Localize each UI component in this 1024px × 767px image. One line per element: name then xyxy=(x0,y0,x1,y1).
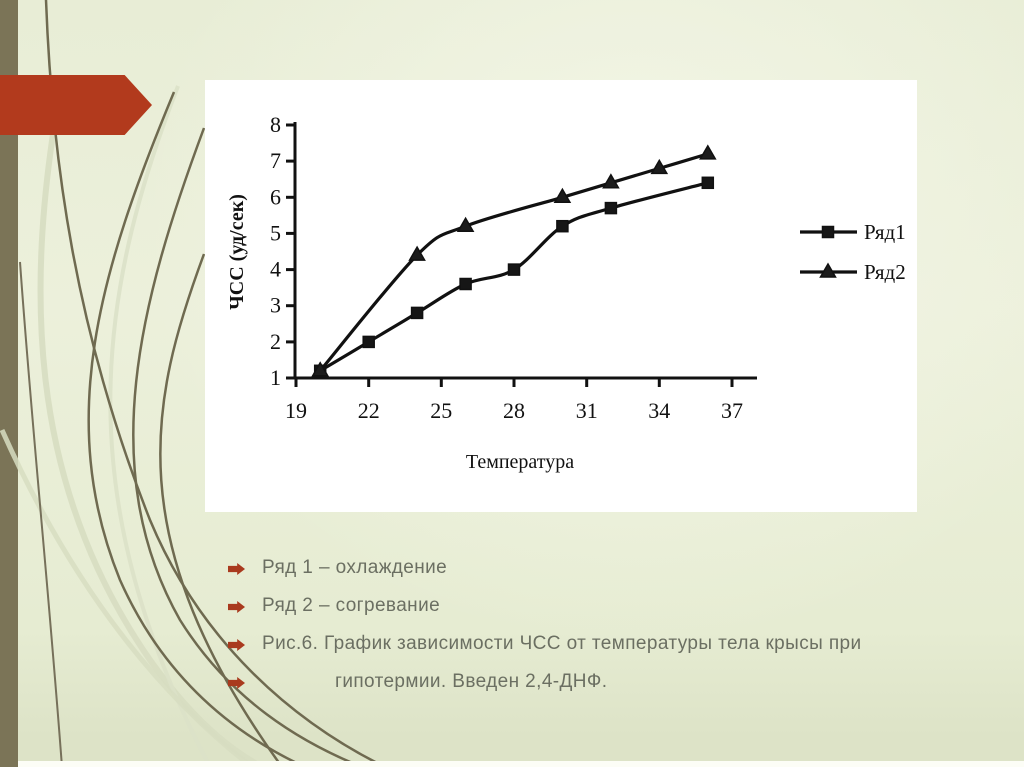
x-tick-label: 19 xyxy=(285,398,307,423)
bullet-label: Рис.6. График зависимости ЧСС от темпера… xyxy=(262,633,862,654)
series-Ряд2 xyxy=(311,144,717,377)
x-tick-label: 25 xyxy=(430,398,452,423)
data-point-square-marker xyxy=(604,201,618,215)
tick-marks xyxy=(286,123,734,387)
data-point-triangle-marker xyxy=(650,158,669,175)
x-axis-title: Температура xyxy=(466,451,574,473)
y-axis-title: ЧСС (уд/сек) xyxy=(226,194,248,310)
x-tick-label: 22 xyxy=(358,398,380,423)
data-point-square-marker xyxy=(556,219,569,233)
y-tick-label: 3 xyxy=(270,293,281,318)
y-tick-label: 1 xyxy=(270,365,281,390)
data-point-triangle-marker xyxy=(456,216,475,232)
arrow-bullet-icon xyxy=(228,601,245,613)
y-tick-label: 4 xyxy=(270,257,281,282)
bullet-item-4: гипотермии. Введен 2,4-ДНФ. xyxy=(228,663,968,701)
y-tick-label: 7 xyxy=(270,148,281,173)
x-tick-label: 28 xyxy=(503,398,525,423)
data-point-triangle-marker xyxy=(408,245,426,261)
legend-label: Ряд2 xyxy=(864,260,906,284)
y-tick-label: 8 xyxy=(270,112,281,137)
x-tick-label: 34 xyxy=(648,398,670,423)
bullet-label: гипотермии. Введен 2,4-ДНФ. xyxy=(335,671,608,692)
legend-item-2: Ряд2 xyxy=(800,260,906,284)
bullet-item-3: Рис.6. График зависимости ЧСС от темпера… xyxy=(228,625,968,663)
bullet-item-1: Ряд 1 – охлаждение xyxy=(228,549,968,587)
dark-swoosh-5 xyxy=(19,261,63,767)
series-line-2 xyxy=(318,152,710,373)
legend-item-1: Ряд1 xyxy=(800,220,906,244)
bullet-item-2: Ряд 2 – согревание xyxy=(228,587,968,625)
data-point-square-marker xyxy=(362,335,375,349)
bullet-label: Ряд 1 – охлаждение xyxy=(262,557,448,578)
x-tick-label: 31 xyxy=(576,398,598,423)
bottom-edge-strip xyxy=(18,761,1024,767)
legend-square-marker-icon xyxy=(821,225,835,239)
arrow-bullet-icon xyxy=(228,677,245,689)
data-point-square-marker xyxy=(459,277,472,291)
series-Ряд1 xyxy=(313,176,715,378)
chart-panel: 1 2 3 4 5 6 7 8 19 22 25 28 31 34 37 ЧСС (уд/сек) Темпер… xyxy=(205,80,917,512)
axes xyxy=(288,122,757,380)
x-tick-label: 37 xyxy=(721,398,743,423)
y-tick-label: 5 xyxy=(270,220,281,245)
light-swoosh-2 xyxy=(108,85,212,767)
data-point-square-marker xyxy=(701,176,715,190)
data-point-triangle-marker xyxy=(553,187,572,204)
legend: Ряд1 Ряд2 xyxy=(800,220,906,284)
y-tick-label: 6 xyxy=(270,184,281,209)
bullet-label: Ряд 2 – согревание xyxy=(262,595,441,616)
red-arrow-shape xyxy=(0,75,152,135)
legend-label: Ряд1 xyxy=(864,220,906,244)
arrow-bullet-icon xyxy=(228,639,245,651)
arrow-bullet-icon xyxy=(228,563,245,575)
legend-triangle-marker-icon xyxy=(819,262,837,278)
bullet-list: Ряд 1 – охлаждение Ряд 2 – согревание Ри… xyxy=(228,549,968,701)
data-point-triangle-marker xyxy=(699,144,717,160)
data-point-square-marker xyxy=(410,306,424,320)
data-point-square-marker xyxy=(507,263,521,276)
data-point-triangle-marker xyxy=(602,173,620,189)
data-point-triangle-marker xyxy=(311,361,329,377)
y-tick-label: 2 xyxy=(270,329,281,354)
